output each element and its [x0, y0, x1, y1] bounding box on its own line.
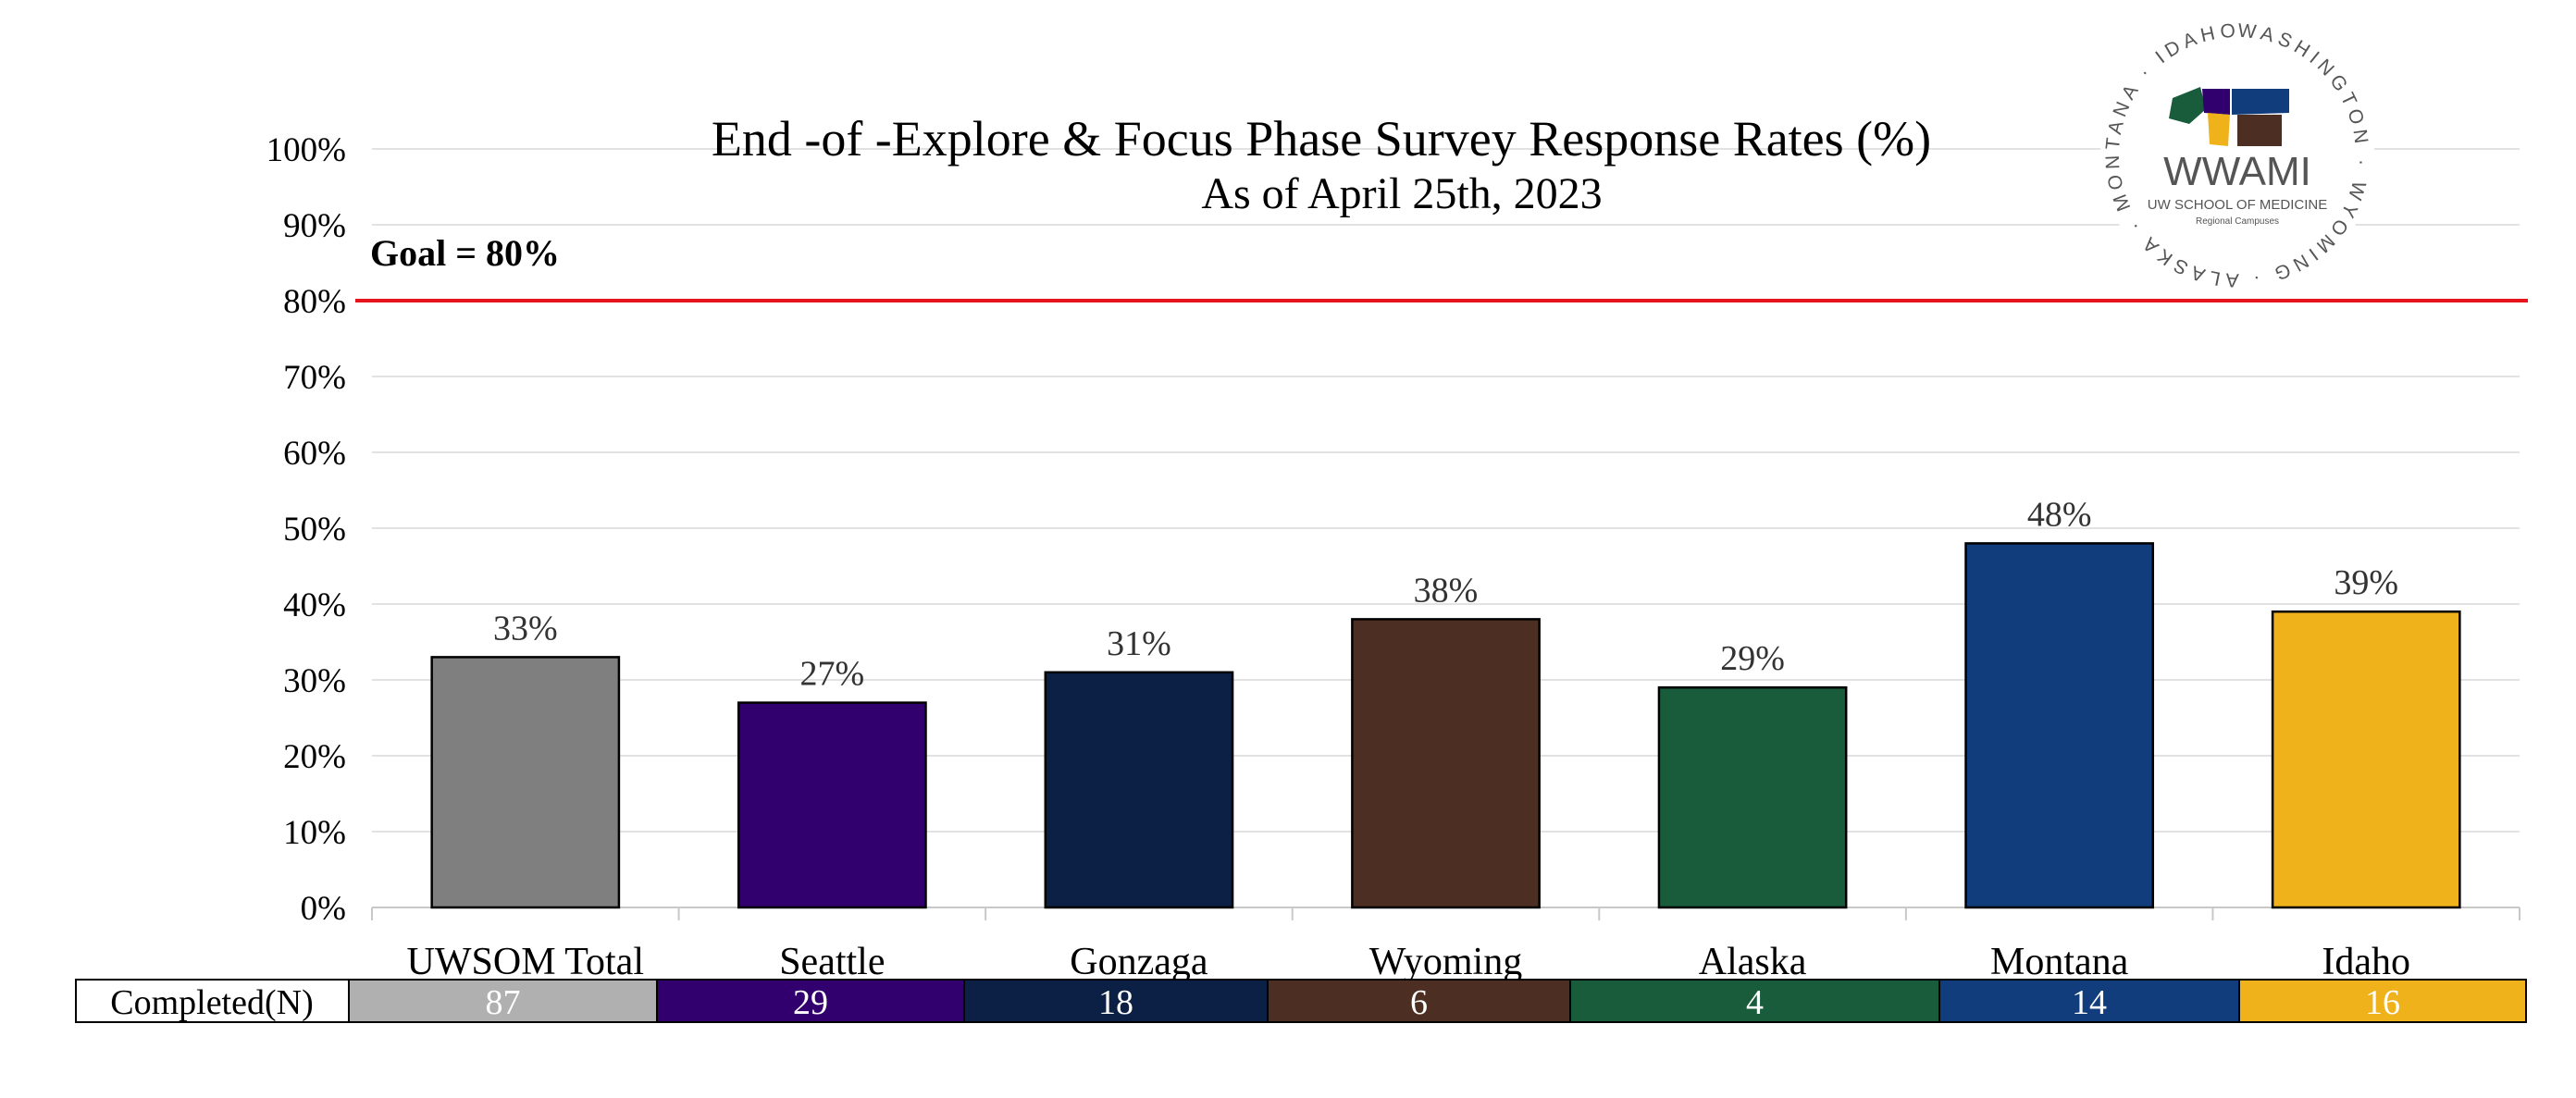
completed-cell — [1267, 979, 1571, 1023]
bar — [430, 656, 621, 909]
completed-cell — [963, 979, 1269, 1023]
completed-cell — [1569, 979, 1940, 1023]
x-tick-label: Seattle — [779, 941, 885, 983]
y-tick-label: 90% — [283, 207, 346, 245]
completed-value: 4 — [1746, 983, 1764, 1022]
bar — [1657, 685, 1848, 909]
chart-subtitle: As of April 25th, 2023 — [1201, 169, 1602, 218]
y-tick-label: 30% — [283, 662, 346, 700]
data-label: 33% — [493, 609, 558, 648]
data-label: 27% — [800, 655, 865, 694]
completed-value: 18 — [1098, 983, 1133, 1022]
completed-value: 16 — [2365, 983, 2400, 1022]
completed-cell — [1938, 979, 2240, 1023]
completed-row-label: Completed(N) — [110, 983, 314, 1022]
y-tick-label: 40% — [283, 586, 346, 624]
y-tick-label: 50% — [283, 511, 346, 549]
completed-value: 87 — [486, 983, 521, 1022]
completed-value: 6 — [1410, 983, 1428, 1022]
data-label: 38% — [1414, 571, 1479, 610]
y-tick-label: 100% — [266, 131, 346, 169]
x-tick-label: Alaska — [1699, 941, 1807, 983]
completed-row-label-cell — [75, 979, 350, 1023]
chart-title: End -of -Explore & Focus Phase Survey Re… — [712, 111, 1931, 167]
bar — [1964, 542, 2155, 909]
y-tick-label: 60% — [283, 435, 346, 473]
logo-tagline: Regional Campuses — [2196, 216, 2279, 227]
bar-layer — [430, 542, 2461, 909]
logo-subtitle: UW SCHOOL OF MEDICINE — [2148, 197, 2327, 213]
x-tick-label: Montana — [1990, 941, 2129, 983]
logo-seal — [2100, 19, 2374, 292]
data-label: 39% — [2334, 563, 2398, 602]
completed-cell — [2238, 979, 2527, 1023]
completed-value: 29 — [793, 983, 828, 1022]
x-tick-label: Gonzaga — [1070, 941, 1208, 983]
logo-name: WWAMI — [2163, 149, 2311, 194]
wwami-logo: WASHINGTON · WYOMING · ALASKA · MONTANA … — [2100, 19, 2374, 292]
data-label: 48% — [2027, 495, 2092, 534]
data-label: 31% — [1107, 624, 1171, 663]
x-tick-label: Wyoming — [1369, 941, 1522, 983]
x-tick-label: Idaho — [2322, 941, 2410, 983]
x-tick-label: UWSOM Total — [407, 941, 644, 983]
completed-value: 14 — [2072, 983, 2107, 1022]
completed-table: Completed(N) 87 29 18 6 4 14 16 — [75, 979, 2527, 1023]
bar — [2271, 610, 2461, 909]
goal-layer: Goal = 80% — [355, 232, 2528, 302]
bar — [1351, 618, 1541, 909]
completed-cell — [348, 979, 658, 1023]
y-tick-label: 10% — [283, 814, 346, 852]
bar — [1044, 671, 1234, 909]
y-tick-label: 0% — [301, 890, 346, 928]
label-layer: 0% 10% 20% 30% 40% 50% 60% 70% 80% 90% 100% 33% UWSO… — [266, 131, 2410, 983]
data-label: 29% — [1720, 639, 1785, 678]
y-tick-label: 20% — [283, 738, 346, 776]
goal-label: Goal = 80% — [370, 232, 560, 274]
y-tick-label: 80% — [283, 283, 346, 321]
bar — [737, 701, 927, 909]
y-tick-label: 70% — [283, 359, 346, 397]
logo-states-map — [2169, 87, 2289, 146]
